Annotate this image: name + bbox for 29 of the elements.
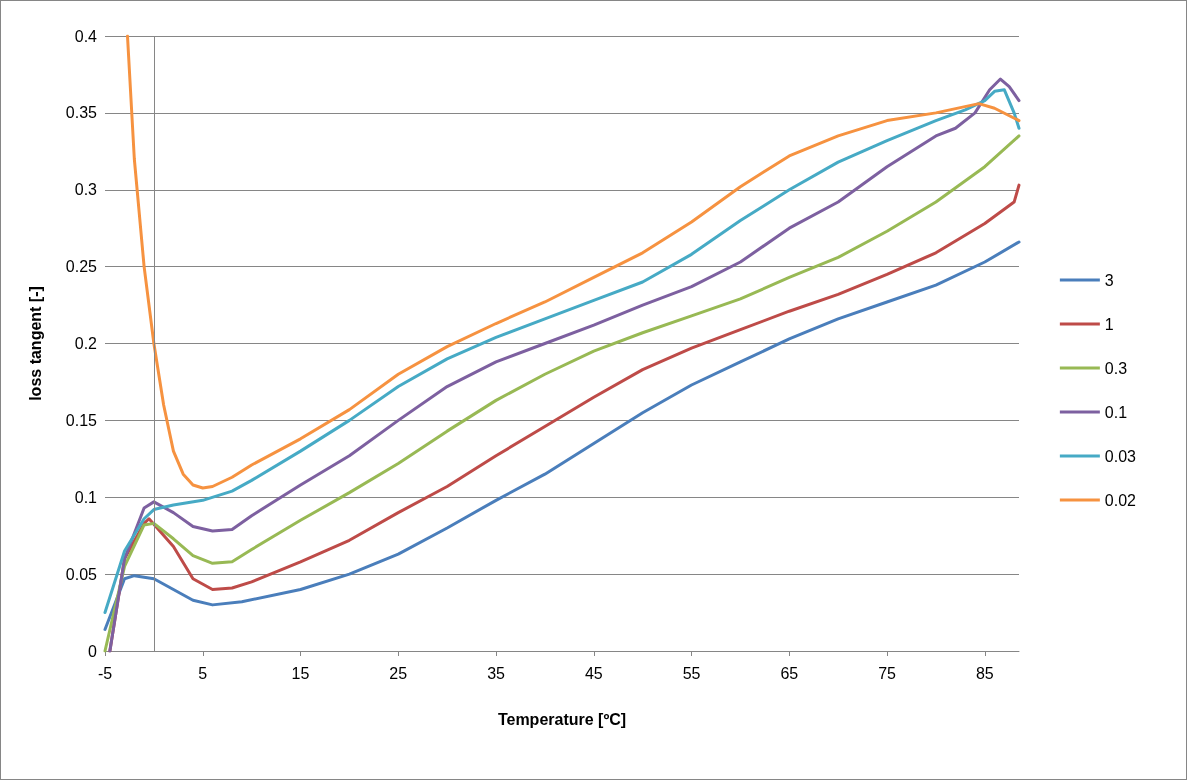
x-tick-label: 65 [780,664,799,682]
x-tick-label: 35 [487,664,506,682]
y-tick-label: 0.35 [65,104,98,122]
line-series [125,34,1021,490]
legend-label: 1 [1104,315,1114,333]
x-tick-label: 25 [389,664,408,682]
y-tick-label: 0.2 [74,335,98,352]
legend-label: 0.1 [1104,403,1128,421]
x-tick-label: 55 [682,664,701,682]
y-tick-label: 0.25 [65,258,98,276]
x-tick-label: 75 [878,664,897,682]
y-tick-label: 0.3 [74,181,98,199]
x-tick-label: 15 [291,664,310,682]
legend-label: 3 [1104,271,1114,289]
y-tick-label: 0.05 [65,565,98,583]
x-tick-label: 85 [975,664,994,682]
y-tick-label: 0.1 [74,488,98,506]
x-tick-label: 5 [198,664,208,682]
x-axis-title: Temperature [ºC] [497,710,627,728]
x-tick-label: -5 [97,664,113,682]
y-tick-label: 0 [88,642,98,660]
legend-label: 0.03 [1104,447,1137,465]
legend-label: 0.3 [1104,359,1128,377]
x-tick-label: 45 [584,664,603,682]
y-tick-label: 0.15 [65,411,98,429]
y-tick-label: 0.4 [74,27,98,45]
line-series [103,240,1021,631]
legend-label: 0.02 [1104,491,1137,509]
y-axis-title: loss tangent [-] [26,286,44,401]
